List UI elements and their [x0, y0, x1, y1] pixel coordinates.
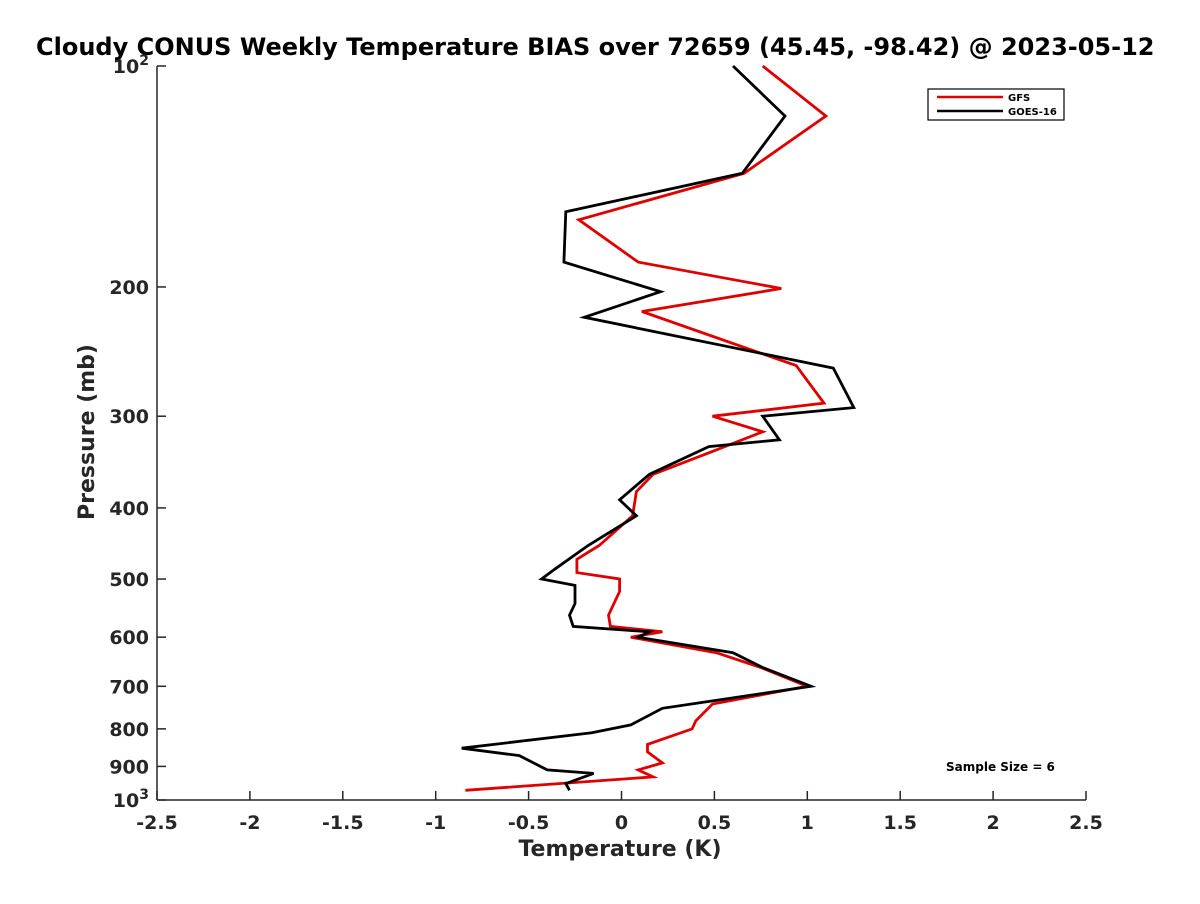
series-layer: [461, 64, 856, 792]
x-tick-label: -2: [239, 812, 260, 834]
axes: [156, 66, 1086, 801]
legend-box: [927, 88, 1065, 121]
y-axis-label: Pressure (mb): [75, 344, 100, 520]
sample-size-annotation: Sample Size = 6: [946, 760, 1055, 774]
y-tick-label: 102: [113, 53, 149, 78]
x-tick-label: 2.5: [1069, 812, 1103, 834]
y-tick-label: 400: [109, 498, 149, 520]
y-tick-label: 200: [109, 277, 149, 299]
series-line-gfs: [465, 64, 829, 792]
legend: GFS GOES-16: [927, 88, 1065, 121]
ticks-layer: -2.5 -2 -1.5 -1 -0.5 0 0.5 1 1.5 2 2.5 102 200 300 400…: [109, 53, 1103, 834]
y-tick-label: 700: [109, 676, 149, 698]
x-tick-label: -1.5: [322, 812, 364, 834]
chart-title: Cloudy CONUS Weekly Temperature BIAS ove…: [36, 33, 1154, 61]
y-tick-label: 103: [113, 787, 149, 812]
x-tick-label: 1: [801, 812, 814, 834]
y-tick-label: 900: [109, 756, 149, 778]
x-tick-label: 0.5: [698, 812, 732, 834]
x-axis-label: Temperature (K): [518, 837, 721, 862]
y-tick-label: 300: [109, 406, 149, 428]
y-tick-label: 600: [109, 627, 149, 649]
x-tick-label: -0.5: [508, 812, 550, 834]
y-tick-label: 500: [109, 569, 149, 591]
x-tick-label: 0: [615, 812, 628, 834]
x-tick-label: -1: [425, 812, 446, 834]
x-tick-label: 2: [986, 812, 999, 834]
x-tick-label: 1.5: [883, 812, 917, 834]
legend-label-goes-16: GOES-16: [1008, 107, 1057, 118]
legend-label-gfs: GFS: [1008, 93, 1030, 104]
series-line-goes-16: [461, 64, 856, 791]
y-tick-label: 800: [109, 719, 149, 741]
x-tick-label: -2.5: [136, 812, 178, 834]
